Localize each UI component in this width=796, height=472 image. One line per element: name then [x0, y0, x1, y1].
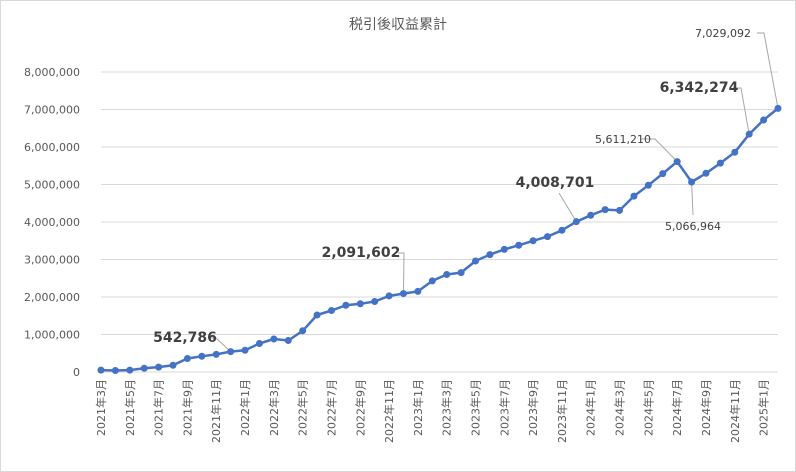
data-point: [745, 130, 753, 138]
y-tick-label: 1,000,000: [24, 329, 80, 342]
data-point: [155, 363, 163, 371]
data-point: [414, 287, 422, 295]
data-point: [270, 335, 278, 343]
data-point: [630, 192, 638, 200]
data-point: [212, 350, 220, 358]
x-tick-label: 2023年5月: [469, 379, 483, 436]
x-tick-label: 2022年1月: [238, 379, 252, 436]
data-point: [673, 158, 681, 166]
data-point: [702, 169, 710, 177]
x-tick-label: 2022年11月: [382, 379, 396, 443]
leader-line: [209, 337, 231, 353]
x-tick-label: 2021年5月: [123, 379, 137, 436]
data-point: [601, 206, 609, 214]
data-point: [399, 290, 407, 298]
x-tick-label: 2023年1月: [411, 379, 425, 436]
data-label: 6,342,274: [660, 80, 739, 96]
x-tick-label: 2024年9月: [699, 379, 713, 436]
x-tick-label: 2023年11月: [555, 379, 569, 443]
x-tick-label: 2021年11月: [209, 379, 223, 443]
data-point: [342, 301, 350, 309]
data-point: [428, 277, 436, 285]
data-point: [558, 226, 566, 234]
y-tick-label: 0: [73, 366, 80, 379]
data-point: [659, 170, 667, 178]
data-point: [198, 352, 206, 360]
data-label: 2,091,602: [322, 245, 401, 261]
y-tick-label: 8,000,000: [24, 66, 80, 79]
y-tick-label: 2,000,000: [24, 291, 80, 304]
y-tick-label: 7,000,000: [24, 104, 80, 117]
data-point: [515, 241, 523, 249]
data-point: [255, 340, 263, 347]
data-point: [284, 337, 292, 344]
data-point: [500, 245, 508, 253]
x-tick-label: 2024年11月: [728, 379, 742, 443]
data-label: 5,611,210: [595, 133, 651, 146]
data-point: [371, 298, 379, 305]
data-point: [688, 178, 696, 186]
x-tick-label: 2023年3月: [440, 379, 454, 436]
x-tick-label: 2021年7月: [152, 379, 166, 436]
data-point: [183, 355, 191, 362]
data-point: [774, 104, 782, 112]
data-point: [731, 148, 739, 156]
data-point: [572, 218, 580, 226]
x-tick-label: 2024年3月: [613, 379, 627, 436]
x-tick-label: 2021年9月: [180, 379, 194, 436]
leader-line: [398, 252, 405, 294]
data-point: [299, 327, 307, 335]
data-label: 542,786: [153, 330, 217, 346]
x-tick-label: 2022年7月: [324, 379, 338, 436]
data-label: 5,066,964: [665, 220, 721, 233]
y-tick-label: 5,000,000: [24, 179, 80, 192]
x-tick-label: 2022年9月: [353, 379, 367, 436]
x-tick-label: 2024年7月: [670, 379, 684, 436]
data-label: 4,008,701: [516, 175, 595, 191]
leader-line: [757, 32, 779, 109]
data-point: [140, 364, 148, 372]
data-point: [227, 348, 235, 356]
leader-line: [641, 138, 678, 162]
data-point: [443, 271, 451, 278]
data-point: [457, 269, 465, 277]
data-point: [126, 366, 134, 374]
leader-line: [733, 87, 750, 135]
data-point: [486, 251, 494, 259]
data-point: [327, 307, 335, 314]
data-point: [169, 361, 177, 369]
x-tick-label: 2022年5月: [296, 379, 310, 436]
data-label: 7,029,092: [695, 27, 751, 40]
data-point: [313, 311, 321, 319]
data-point: [529, 237, 537, 245]
data-point: [587, 211, 595, 219]
data-point: [241, 346, 249, 354]
y-tick-label: 4,000,000: [24, 216, 80, 229]
x-tick-label: 2021年3月: [94, 379, 108, 436]
x-tick-label: 2024年5月: [641, 379, 655, 436]
data-point: [356, 300, 364, 308]
leader-line: [558, 192, 577, 222]
y-tick-label: 6,000,000: [24, 141, 80, 154]
chart-title: 税引後収益累計: [349, 17, 447, 33]
x-tick-label: 2024年1月: [584, 379, 598, 436]
x-tick-label: 2025年1月: [757, 379, 771, 436]
data-point: [97, 366, 105, 374]
y-tick-label: 3,000,000: [24, 254, 80, 267]
x-tick-label: 2023年7月: [497, 379, 511, 436]
leader-line: [691, 181, 694, 216]
data-point: [111, 367, 119, 374]
x-tick-label: 2023年9月: [526, 379, 540, 436]
data-point: [760, 116, 768, 124]
data-point: [544, 233, 552, 241]
data-point: [644, 181, 652, 189]
data-point: [385, 292, 393, 300]
x-tick-label: 2022年3月: [267, 379, 281, 436]
data-point: [472, 257, 480, 265]
data-point: [716, 159, 724, 167]
data-point: [616, 206, 624, 214]
